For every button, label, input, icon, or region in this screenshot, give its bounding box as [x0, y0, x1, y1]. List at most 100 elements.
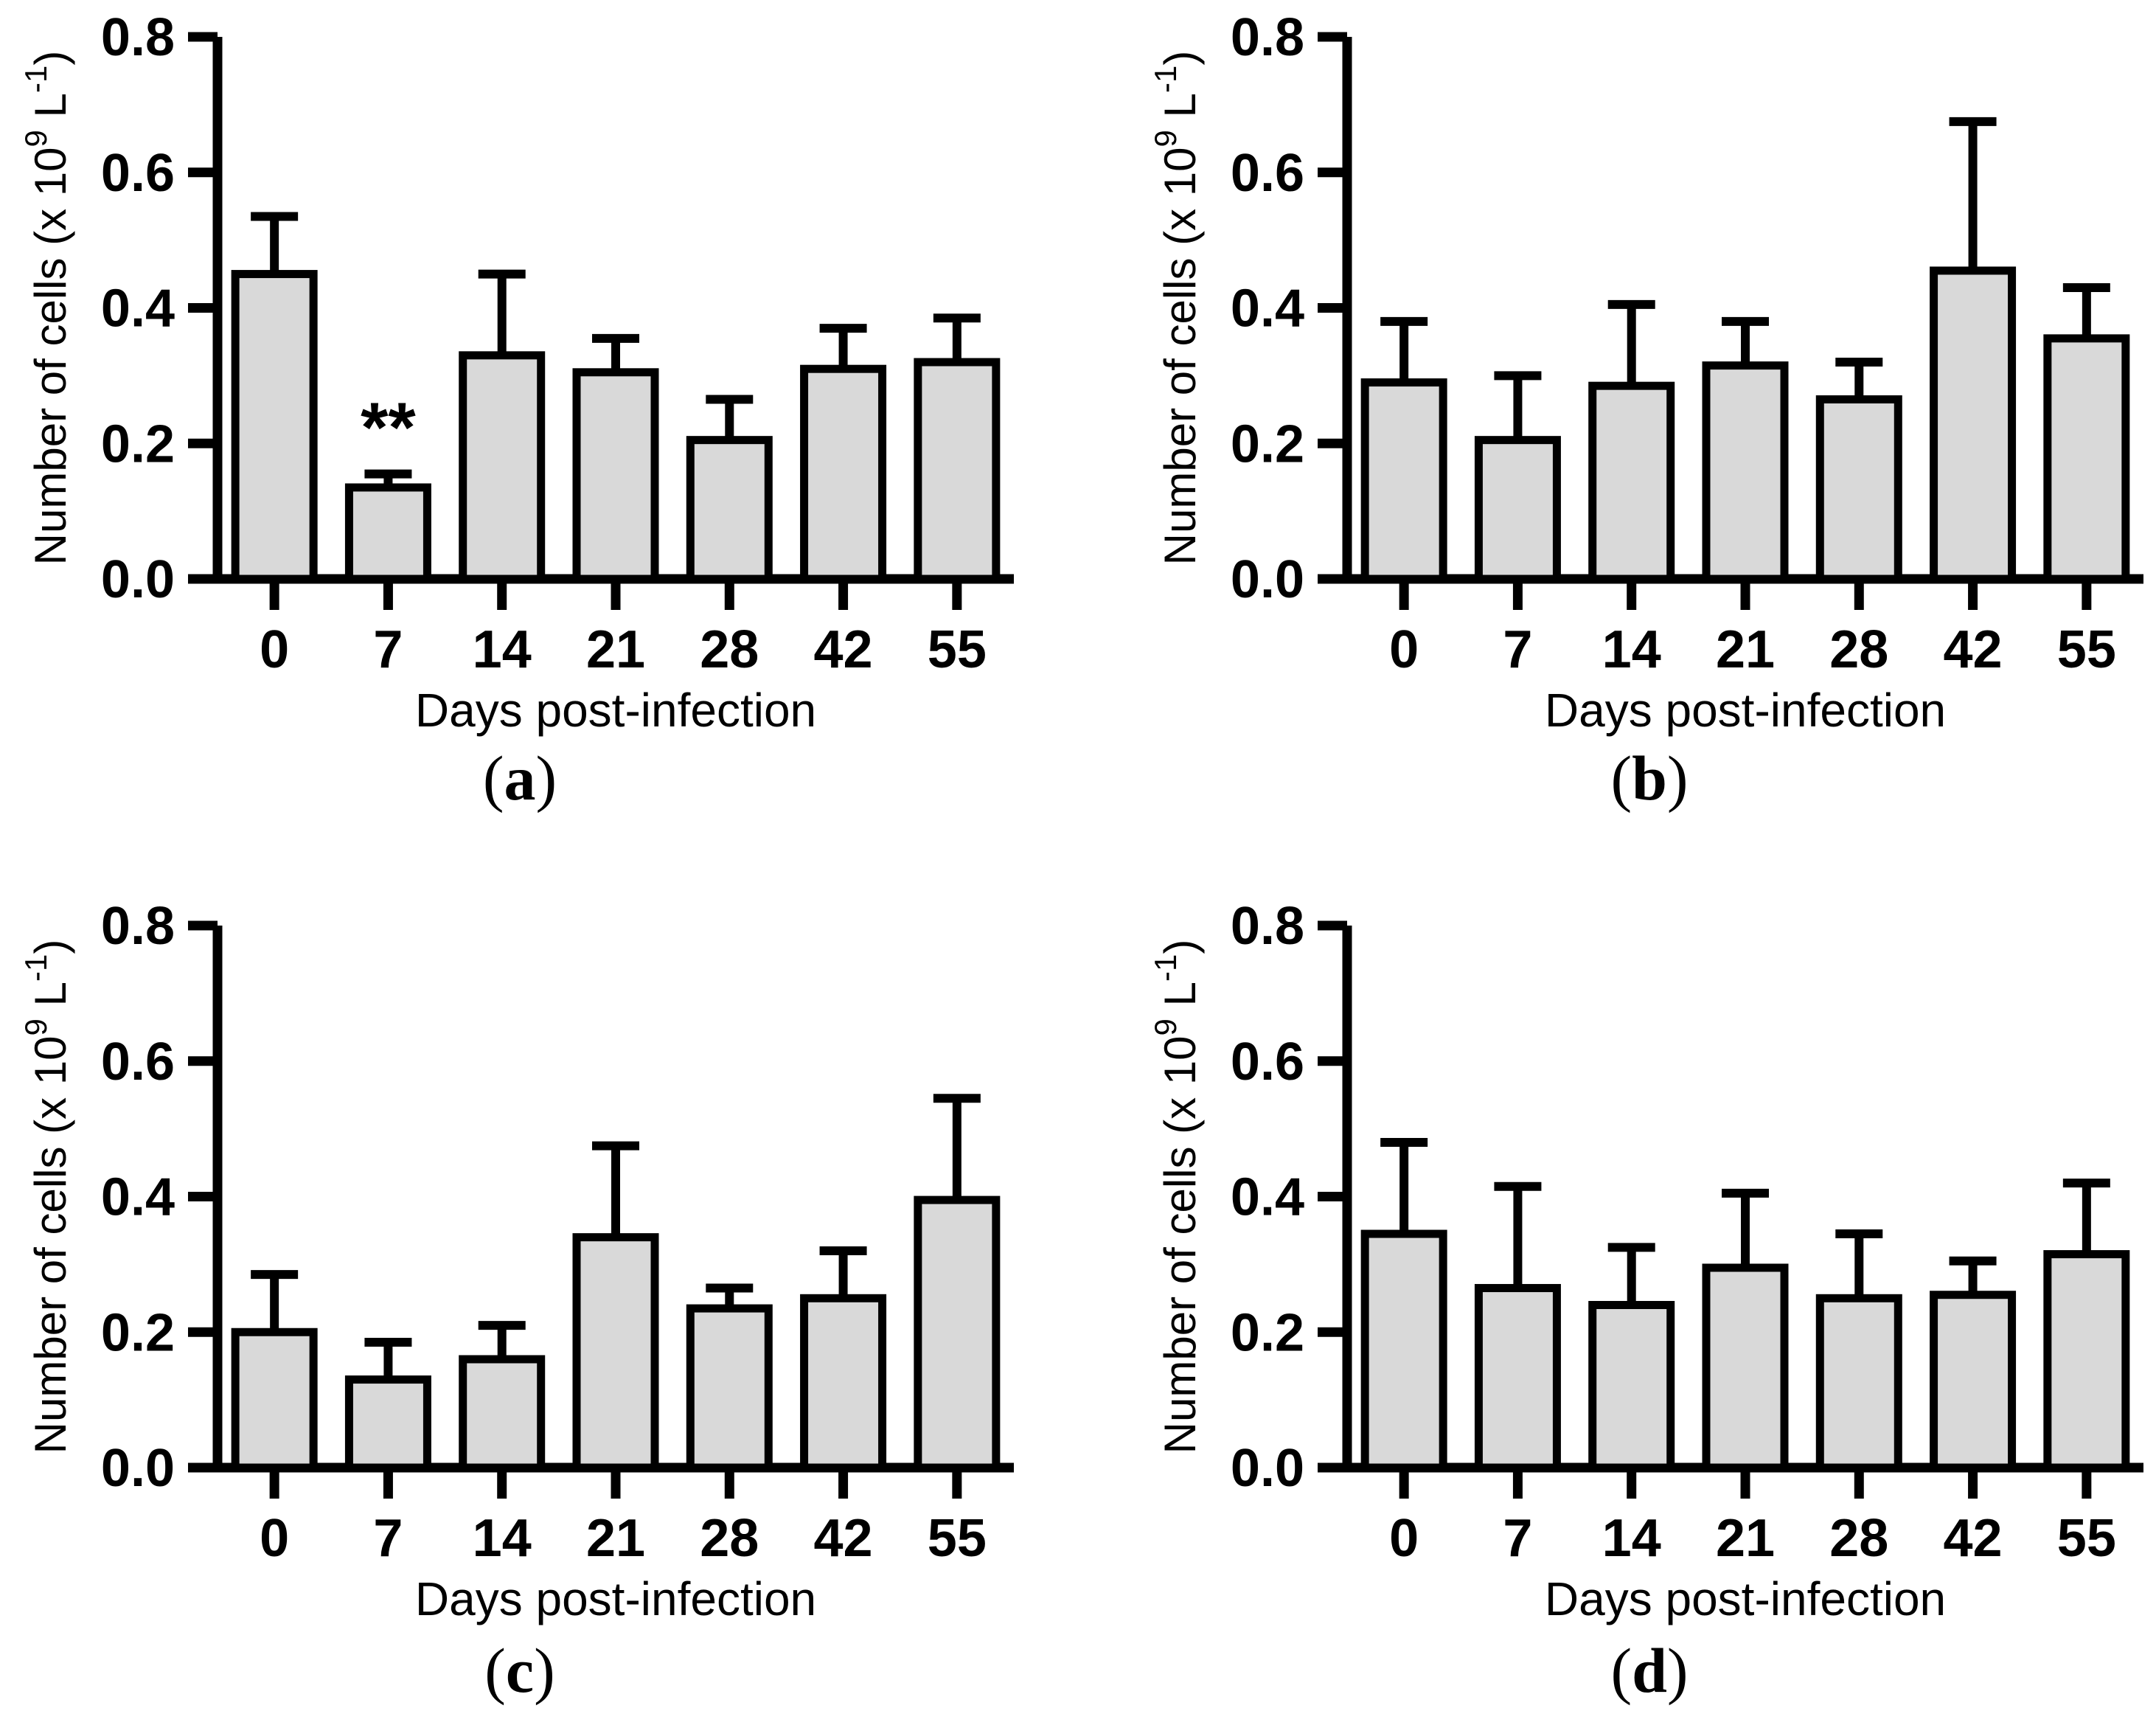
y-axis-title: Number of cells (x 109 L-1) [18, 51, 75, 566]
bar-group [1815, 358, 1902, 583]
bar-group [459, 1321, 546, 1472]
x-axis-title: Days post-infection [415, 1572, 816, 1625]
panel-a: 0.0 0.2 0.4 0.6 0.8 Number of cells (x 109 L-… [0, 0, 1078, 856]
bar [686, 436, 773, 583]
bar-group [1588, 1243, 1675, 1472]
bar-group [344, 1338, 431, 1472]
y-tick-label: 0.6 [101, 144, 175, 203]
panel-c-close-paren: ) [534, 1635, 555, 1706]
bar-group [459, 269, 546, 583]
y-axis-title-text: L [1155, 982, 1205, 1018]
x-tick-label: 55 [2057, 620, 2116, 679]
x-tick-label: 7 [1503, 620, 1532, 679]
bar-group [914, 1094, 1001, 1472]
x-tick-label: 0 [260, 620, 289, 679]
y-axis-title-text: Number of cells (x 10 [26, 147, 75, 565]
panel-b-open-paren: ( [1610, 743, 1632, 813]
panel-d-label: (d) [1148, 1630, 2151, 1711]
x-tick-label: 14 [473, 620, 532, 679]
panel-d-open-paren: ( [1610, 1635, 1632, 1706]
y-tick-label: 0.8 [101, 897, 175, 956]
bar [1702, 1263, 1789, 1472]
y-axis-title-text: Number of cells (x 10 [1155, 1035, 1205, 1454]
bar [1930, 1291, 2017, 1472]
x-tick-label: 0 [1389, 1509, 1419, 1568]
x-axis-title: Days post-infection [415, 684, 816, 737]
y-axis-title: Number of cells (x 109 L-1) [1148, 940, 1205, 1454]
x-tick-label: 21 [586, 620, 645, 679]
x-tick-label: 14 [1602, 620, 1661, 679]
bar [1702, 361, 1789, 583]
y-axis-title-text: L [1155, 93, 1205, 130]
y-axis-title-text: ) [1155, 940, 1205, 954]
y-tick-label: 0.8 [101, 8, 175, 67]
bar-group [800, 1246, 887, 1472]
bar [572, 1233, 659, 1472]
chart-a-svg: 0.0 0.2 0.4 0.6 0.8 Number of cells (x 109 L-… [18, 8, 1014, 737]
y-tick-label: 0.0 [101, 550, 175, 609]
y-axis-title-superscript: 9 [1148, 130, 1183, 147]
y-axis-title-text: L [26, 982, 75, 1018]
bar-group [1588, 299, 1675, 583]
panel-b-label: (b) [1148, 738, 2151, 819]
x-tick-label: 42 [1944, 1509, 2003, 1568]
bar-group [2043, 1179, 2130, 1472]
bar-group [1815, 1229, 1902, 1472]
panel-d-close-paren: ) [1666, 1635, 1689, 1706]
bar-group [1360, 316, 1447, 583]
y-tick-label: 0.4 [101, 280, 175, 339]
bar [1360, 378, 1447, 583]
chart-d-svg: 0.0 0.2 0.4 0.6 0.8 Number of cells (x 109 L-… [1148, 897, 2143, 1625]
y-axis-title-superscript: -1 [1148, 954, 1183, 982]
bar [1360, 1229, 1447, 1472]
y-axis-title-text: Number of cells (x 10 [26, 1035, 75, 1454]
bar-group [344, 469, 431, 583]
panel-c-open-paren: ( [484, 1635, 506, 1706]
y-axis-title-superscript: 9 [18, 1018, 53, 1035]
bar [1588, 381, 1675, 583]
bar-group [1702, 1188, 1789, 1472]
panel-a-letter: a [504, 743, 536, 813]
bar-group [1930, 1256, 2017, 1472]
y-tick-label: 0.6 [1231, 1032, 1304, 1092]
bar [344, 483, 431, 583]
bar [800, 364, 887, 583]
x-axis-title: Days post-infection [1545, 684, 1946, 737]
x-tick-label: 42 [1944, 620, 2003, 679]
bar [344, 1375, 431, 1472]
y-axis-title-superscript: -1 [1148, 66, 1183, 93]
significance-annotation: ** [361, 389, 416, 468]
bar [459, 351, 546, 583]
x-tick-label: 0 [1389, 620, 1419, 679]
panel-c-label: (c) [18, 1630, 1021, 1711]
x-tick-label: 28 [1829, 1509, 1888, 1568]
x-tick-label: 21 [1716, 620, 1775, 679]
bar-group [1474, 371, 1561, 583]
panel-b-letter: b [1632, 743, 1667, 813]
panel-d-letter: d [1632, 1635, 1667, 1706]
y-tick-label: 0.8 [1231, 8, 1304, 67]
panel-a-label: (a) [18, 738, 1021, 819]
y-axis-title-text: Number of cells (x 10 [1155, 147, 1205, 565]
bar [1815, 1294, 1902, 1472]
y-tick-label: 0.0 [101, 1439, 175, 1498]
bar [459, 1355, 546, 1472]
x-tick-label: 7 [373, 620, 403, 679]
bar [914, 1195, 1001, 1472]
x-tick-label: 28 [700, 1509, 759, 1568]
bar [2043, 1250, 2130, 1472]
y-axis-title-superscript: 9 [1148, 1018, 1183, 1035]
y-tick-label: 0.0 [1231, 1439, 1304, 1498]
bar-group [572, 1141, 659, 1472]
y-tick-label: 0.4 [1231, 1168, 1304, 1227]
y-axis-title-text: ) [26, 940, 75, 954]
y-axis-title-text: ) [1155, 51, 1205, 66]
y-tick-label: 0.6 [1231, 144, 1304, 203]
bar [1815, 395, 1902, 583]
y-axis-title: Number of cells (x 109 L-1) [1148, 51, 1205, 566]
bar-group [686, 1283, 773, 1472]
y-axis-title-text: ) [26, 51, 75, 66]
bar [1588, 1301, 1675, 1472]
x-tick-label: 42 [814, 1509, 873, 1568]
